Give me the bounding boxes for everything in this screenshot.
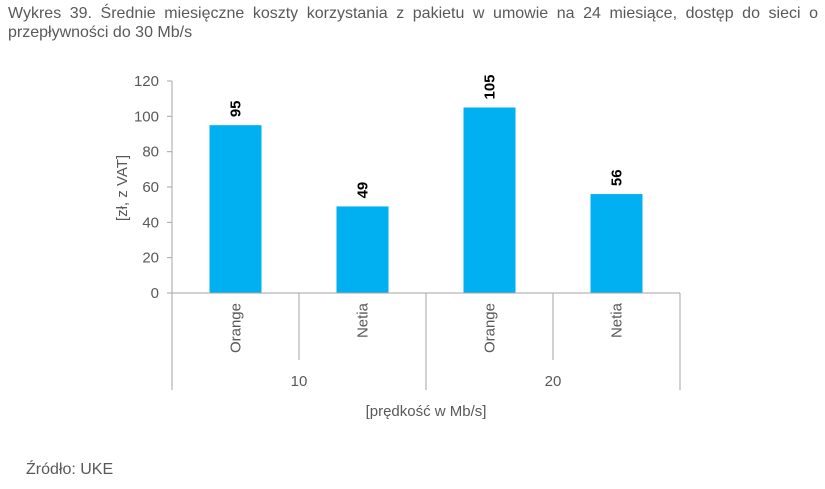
y-tick-label: 100 xyxy=(134,108,159,125)
data-label: 56 xyxy=(609,169,626,186)
data-label: 105 xyxy=(482,74,499,99)
y-tick-label: 40 xyxy=(142,214,159,231)
bars: 95 49 105 56 xyxy=(209,74,643,294)
chart-title: Wykres 39. Średnie miesięczne koszty kor… xyxy=(8,5,818,41)
data-label: 95 xyxy=(228,100,245,117)
source-note: Źródło: UKE xyxy=(26,461,114,478)
y-tick-label: 20 xyxy=(142,250,159,267)
x-category-label: Netia xyxy=(355,302,372,338)
x-group-label: 10 xyxy=(291,373,308,390)
bar xyxy=(590,194,643,293)
x-group-label: 20 xyxy=(545,373,562,390)
x-category-label: Orange xyxy=(228,303,245,353)
x-axis: Orange Netia Orange Netia 10 20 xyxy=(171,292,681,390)
bar xyxy=(336,206,389,293)
x-category-label: Orange xyxy=(482,303,499,353)
x-axis-label: [prędkość w Mb/s] xyxy=(366,403,487,420)
bar xyxy=(209,125,262,294)
y-tick-label: 60 xyxy=(142,179,159,196)
bar xyxy=(463,107,516,293)
y-tick-label: 120 xyxy=(134,73,159,90)
y-axis-label: [zł, z VAT] xyxy=(114,155,131,221)
y-tick-label: 0 xyxy=(151,285,159,302)
y-axis: 0 20 40 60 80 100 120 xyxy=(134,73,173,302)
data-label: 49 xyxy=(355,182,372,199)
y-tick-label: 80 xyxy=(142,144,159,161)
x-category-label: Netia xyxy=(609,302,626,338)
